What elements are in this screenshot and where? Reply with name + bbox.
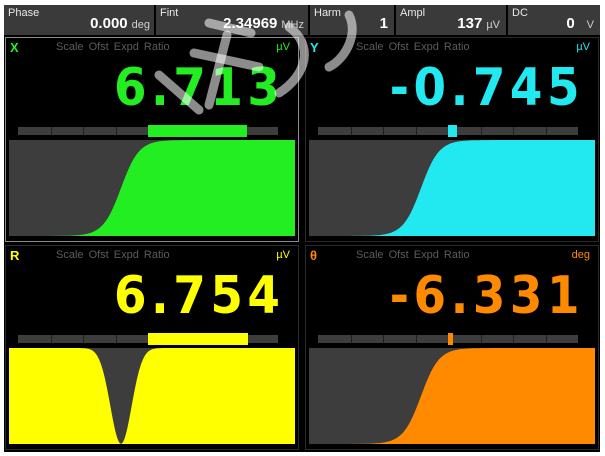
harm-value: 1 <box>379 15 388 32</box>
level-bar-fill <box>448 125 458 137</box>
level-bar <box>318 125 578 137</box>
bar-tick <box>50 127 52 135</box>
bar-tick <box>513 335 514 343</box>
channel-value: -6.331 <box>389 266 584 326</box>
channel-value: 6.713 <box>113 58 284 118</box>
dc-value: 0 <box>566 15 575 32</box>
fint-value: 2.34969 <box>223 15 278 32</box>
ampl-value: 137 <box>457 15 483 32</box>
bar-tick <box>83 335 84 343</box>
parameter-bar: Phase 0.000 deg Fint 2.34969 MHz Harm 1 Am… <box>4 5 600 35</box>
dc-unit: V <box>586 19 594 31</box>
response-plot <box>309 140 595 236</box>
channel-unit: µV <box>276 41 290 53</box>
ampl-setting[interactable]: Ampl 137 µV <box>396 5 506 35</box>
response-plot <box>9 348 295 444</box>
channel-unit: µV <box>576 41 590 53</box>
ampl-label: Ampl <box>400 7 426 19</box>
bar-tick <box>350 335 352 343</box>
dc-label: DC <box>512 7 528 19</box>
response-plot <box>9 140 295 236</box>
level-bar-fill <box>448 333 453 345</box>
fint-label: Fint <box>160 7 179 19</box>
channel-unit: deg <box>571 249 590 261</box>
phase-readout: 0.000 deg <box>90 15 150 32</box>
phase-unit: deg <box>131 19 150 31</box>
ampl-readout: 137 µV <box>457 15 500 32</box>
lockin-screen: Phase 0.000 deg Fint 2.34969 MHz Harm 1 Am… <box>4 5 600 452</box>
bar-tick <box>513 127 514 135</box>
bar-tick <box>50 335 52 343</box>
bar-tick <box>350 127 352 135</box>
response-curve-svg <box>9 348 295 444</box>
bar-tick <box>545 127 547 135</box>
bar-tick <box>480 127 482 135</box>
bar-tick <box>415 335 417 343</box>
channel-menu[interactable]: Scale Ofst Expd Ratio <box>356 249 470 261</box>
bar-tick <box>415 127 417 135</box>
response-plot <box>309 348 595 444</box>
level-bar <box>318 333 578 345</box>
bar-tick <box>480 335 482 343</box>
channel-value: 6.754 <box>113 266 284 326</box>
bar-tick <box>383 335 384 343</box>
bar-tick <box>115 127 117 135</box>
channel-menu[interactable]: Scale Ofst Expd Ratio <box>56 41 170 53</box>
response-curve <box>309 140 595 236</box>
harm-setting[interactable]: Harm 1 <box>310 5 394 35</box>
bar-tick <box>383 127 384 135</box>
phase-label: Phase <box>8 7 40 19</box>
bar-tick <box>115 335 117 343</box>
level-bar <box>18 333 278 345</box>
channel-name: X <box>10 40 19 55</box>
channel-menu[interactable]: Scale Ofst Expd Ratio <box>56 249 170 261</box>
channel-name: Y <box>310 40 319 55</box>
bar-tick <box>545 335 547 343</box>
channel-panel-y[interactable]: Y Scale Ofst Expd Ratio µV -0.745 <box>305 37 599 242</box>
channel-menu[interactable]: Scale Ofst Expd Ratio <box>356 41 470 53</box>
channel-name: R <box>10 248 20 263</box>
response-curve-svg <box>9 140 295 236</box>
channel-panel-r[interactable]: R Scale Ofst Expd Ratio µV 6.754 <box>5 245 299 450</box>
phase-value: 0.000 <box>90 15 128 32</box>
channel-panel-theta[interactable]: θ Scale Ofst Expd Ratio deg -6.331 <box>305 245 599 450</box>
fint-unit: MHz <box>281 19 304 31</box>
ampl-unit: µV <box>486 19 500 31</box>
response-curve-svg <box>309 140 595 236</box>
response-curve <box>9 140 295 236</box>
harm-label: Harm <box>314 7 341 19</box>
channel-panel-x[interactable]: X Scale Ofst Expd Ratio µV 6.713 <box>5 37 299 242</box>
fint-readout: 2.34969 MHz <box>223 15 304 32</box>
level-bar-fill <box>148 333 249 345</box>
fint-setting[interactable]: Fint 2.34969 MHz <box>156 5 308 35</box>
bar-tick <box>83 127 84 135</box>
channel-unit: µV <box>276 249 290 261</box>
response-curve-svg <box>309 348 595 444</box>
channel-name: θ <box>310 248 318 263</box>
level-bar <box>18 125 278 137</box>
channel-value: -0.745 <box>389 58 584 118</box>
response-curve <box>309 348 595 444</box>
level-bar-fill <box>148 125 247 137</box>
phase-setting[interactable]: Phase 0.000 deg <box>4 5 154 35</box>
response-curve <box>9 348 295 444</box>
